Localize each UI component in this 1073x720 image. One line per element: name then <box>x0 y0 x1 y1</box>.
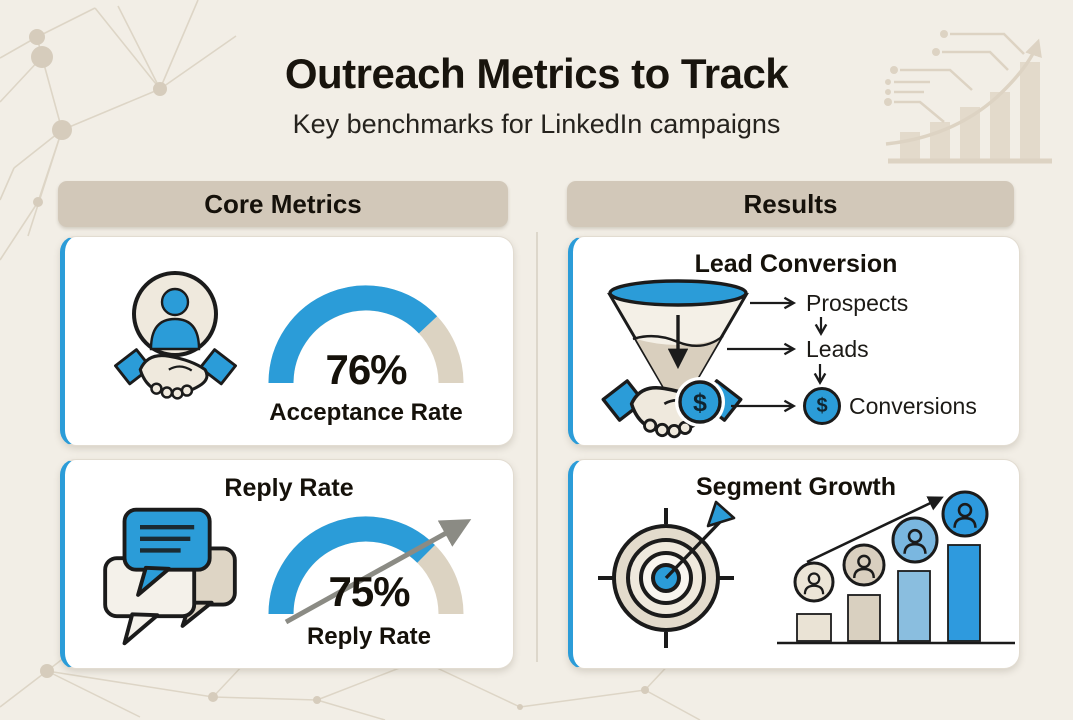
funnel-handshake-icon: $ <box>601 279 749 439</box>
bar-4 <box>947 544 981 642</box>
blue-bubble <box>122 507 212 597</box>
reply-rate-title: Reply Rate <box>224 474 354 502</box>
page-subtitle: Key benchmarks for LinkedIn campaigns <box>292 109 781 139</box>
card-reply-rate: Reply Rate <box>60 459 514 669</box>
card-segment-growth: Segment Growth <box>568 459 1020 669</box>
dollar-coin-icon: $ <box>675 377 725 427</box>
column-divider <box>536 232 538 662</box>
column-header-core-metrics: Core Metrics <box>58 181 508 227</box>
funnel-rim <box>608 279 748 307</box>
bar-3 <box>897 570 931 642</box>
segment-growth-title: Segment Growth <box>695 473 896 501</box>
lead-conversion-title: Lead Conversion <box>694 250 898 278</box>
handshake-avatar-icon <box>113 271 238 400</box>
page-title: Outreach Metrics to Track <box>284 50 789 97</box>
audience-avatars <box>793 490 989 603</box>
reply-rate-label: Reply Rate <box>306 623 432 650</box>
stage-leads: Leads <box>806 336 869 362</box>
growth-trend-arrow <box>806 496 944 564</box>
handshake-icon <box>113 348 238 400</box>
chat-bubbles-icon <box>103 507 237 646</box>
dart-shaft <box>664 520 722 580</box>
svg-text:$: $ <box>693 389 707 417</box>
network-decoration-top-left <box>0 0 237 261</box>
acceptance-rate-gauge <box>268 285 464 384</box>
results-header-label: Results <box>743 188 838 219</box>
reply-rate-value: 75% <box>328 568 410 615</box>
acceptance-rate-value: 76% <box>325 346 407 393</box>
column-header-results: Results <box>567 181 1014 227</box>
stage-prospects: Prospects <box>806 290 909 316</box>
card-lead-conversion: Lead Conversion $ Prospects <box>568 236 1020 446</box>
growth-chart-watermark <box>884 30 1052 164</box>
acceptance-rate-label: Acceptance Rate <box>269 399 463 426</box>
person-silhouette <box>149 287 201 351</box>
stage-conversions: Conversions <box>849 393 977 419</box>
bar-2 <box>847 594 881 642</box>
core-metrics-header-label: Core Metrics <box>204 188 362 219</box>
trend-arrow <box>284 519 472 625</box>
dollar-coin-icon: $ <box>803 387 841 425</box>
audience-growth-chart <box>777 490 1015 645</box>
dart-fletching <box>706 500 736 528</box>
target-dart-icon <box>598 500 736 648</box>
flow-arrows <box>727 296 828 413</box>
bar-1 <box>796 613 832 642</box>
card-acceptance-rate: 76% Acceptance Rate <box>60 236 514 446</box>
reply-rate-gauge <box>268 516 464 615</box>
